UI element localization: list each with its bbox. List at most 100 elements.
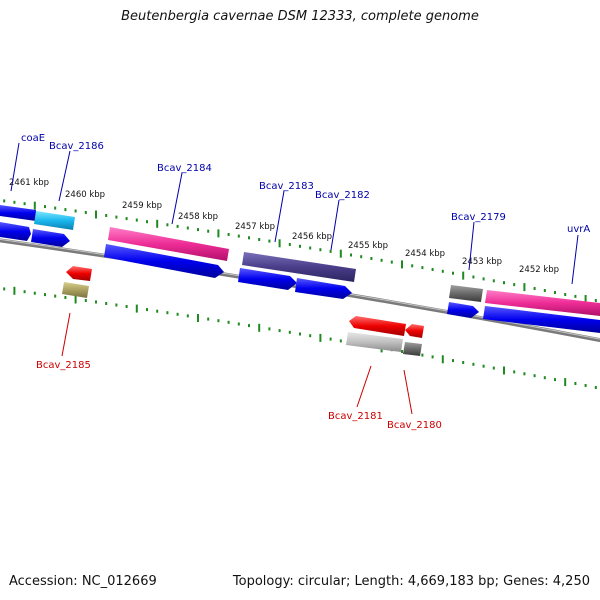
gene-label-bcav-2184[interactable]: Bcav_2184 (157, 163, 212, 174)
minor-tick (421, 266, 424, 270)
minor-tick (350, 253, 352, 257)
minor-tick (54, 294, 57, 298)
minor-tick (95, 300, 97, 304)
gene-label-bcav-2186[interactable]: Bcav_2186 (49, 141, 104, 152)
minor-tick (217, 319, 220, 323)
minor-tick (248, 236, 250, 240)
major-tick (197, 314, 199, 322)
gene-label-bcav-2179[interactable]: Bcav_2179 (451, 212, 506, 223)
minor-tick (594, 386, 597, 389)
cds-feature-forward[interactable] (0, 222, 31, 241)
gene-label-leader (330, 199, 340, 251)
minor-tick (594, 299, 597, 302)
minor-tick (554, 291, 556, 294)
major-tick (33, 201, 36, 210)
gene-feature-forward[interactable] (108, 227, 229, 261)
gene-label-bcav-2183[interactable]: Bcav_2183 (259, 181, 314, 192)
minor-tick (513, 283, 516, 287)
minor-tick (125, 305, 128, 308)
minor-tick (533, 374, 536, 378)
gene-feature-forward[interactable] (0, 205, 36, 221)
minor-tick (370, 257, 373, 260)
kbp-tick-label: 2455 kbp (348, 241, 388, 251)
minor-tick (319, 248, 322, 252)
gene-label-leader (274, 190, 285, 243)
gene-feature-reverse[interactable] (346, 332, 403, 352)
minor-tick (13, 200, 16, 204)
minor-tick (227, 233, 230, 236)
minor-tick (513, 370, 516, 374)
kbp-tick-label: 2461 kbp (9, 178, 49, 188)
minor-tick (492, 366, 495, 370)
minor-tick (197, 228, 199, 232)
map-title: Beutenbergia cavernae DSM 12333, complet… (121, 9, 479, 24)
minor-tick (299, 244, 301, 248)
minor-tick (166, 311, 169, 315)
gene-feature-reverse[interactable] (66, 266, 92, 281)
minor-tick (462, 361, 465, 364)
cds-feature-forward[interactable] (483, 306, 600, 333)
minor-tick (533, 287, 536, 290)
major-tick (156, 219, 159, 228)
kbp-tick-label: 2459 kbp (122, 201, 162, 211)
minor-tick (237, 234, 240, 238)
gene-label-leader (468, 221, 475, 271)
gene-feature-forward[interactable] (485, 290, 600, 316)
minor-tick (207, 317, 210, 321)
gene-label-uvra[interactable]: uvrA (567, 224, 590, 235)
cds-feature-forward[interactable] (295, 278, 352, 299)
minor-tick (523, 372, 526, 376)
major-tick (95, 210, 97, 219)
minor-tick (115, 215, 118, 219)
minor-tick (564, 293, 567, 296)
gene-feature-forward[interactable] (242, 252, 356, 282)
kbp-tick-label: 2456 kbp (292, 232, 332, 242)
minor-tick (23, 202, 26, 206)
minor-tick (176, 224, 179, 228)
cds-feature-forward[interactable] (238, 268, 297, 290)
minor-tick (574, 294, 577, 298)
minor-tick (431, 355, 434, 359)
minor-tick (452, 271, 454, 275)
major-tick (319, 333, 322, 342)
cds-feature-forward[interactable] (31, 229, 70, 247)
gene-feature-reverse[interactable] (403, 342, 422, 356)
cds-feature-forward[interactable] (447, 302, 479, 318)
major-tick (258, 323, 261, 332)
minor-tick (105, 214, 108, 217)
minor-tick (401, 350, 403, 353)
kbp-tick-label: 2458 kbp (178, 212, 218, 222)
major-tick (339, 249, 342, 258)
gene-label-coaE[interactable]: coaE (21, 133, 45, 144)
gene-label-leader (10, 142, 20, 192)
minor-tick (33, 291, 36, 295)
gene-label-bcav-2182[interactable]: Bcav_2182 (315, 190, 370, 201)
major-tick (503, 366, 505, 375)
minor-tick (105, 302, 108, 305)
cds-feature-forward[interactable] (104, 244, 224, 278)
minor-tick (503, 281, 505, 285)
kbp-tick-label: 2452 kbp (519, 265, 559, 275)
gene-label-bcav-2181[interactable]: Bcav_2181 (328, 411, 383, 422)
gene-feature-forward[interactable] (449, 285, 483, 302)
gene-feature-reverse[interactable] (405, 324, 424, 338)
minor-tick (74, 209, 77, 213)
minor-tick (554, 378, 556, 382)
minor-tick (23, 290, 26, 294)
minor-tick (431, 268, 434, 271)
minor-tick (299, 332, 301, 336)
gene-feature-reverse[interactable] (62, 282, 89, 298)
gene-label-bcav-2185[interactable]: Bcav_2185 (36, 360, 91, 371)
gene-feature-forward[interactable] (34, 211, 75, 230)
minor-tick (146, 220, 148, 224)
minor-tick (44, 293, 46, 297)
genome-stats-label: Topology: circular; Length: 4,669,183 bp… (232, 574, 590, 589)
minor-tick (482, 277, 485, 281)
gene-label-bcav-2180[interactable]: Bcav_2180 (387, 420, 442, 431)
minor-tick (207, 229, 210, 233)
minor-tick (452, 359, 454, 363)
minor-tick (288, 330, 291, 334)
major-tick (564, 378, 567, 387)
gene-feature-reverse[interactable] (349, 316, 406, 336)
kbp-tick-label: 2457 kbp (235, 222, 275, 232)
